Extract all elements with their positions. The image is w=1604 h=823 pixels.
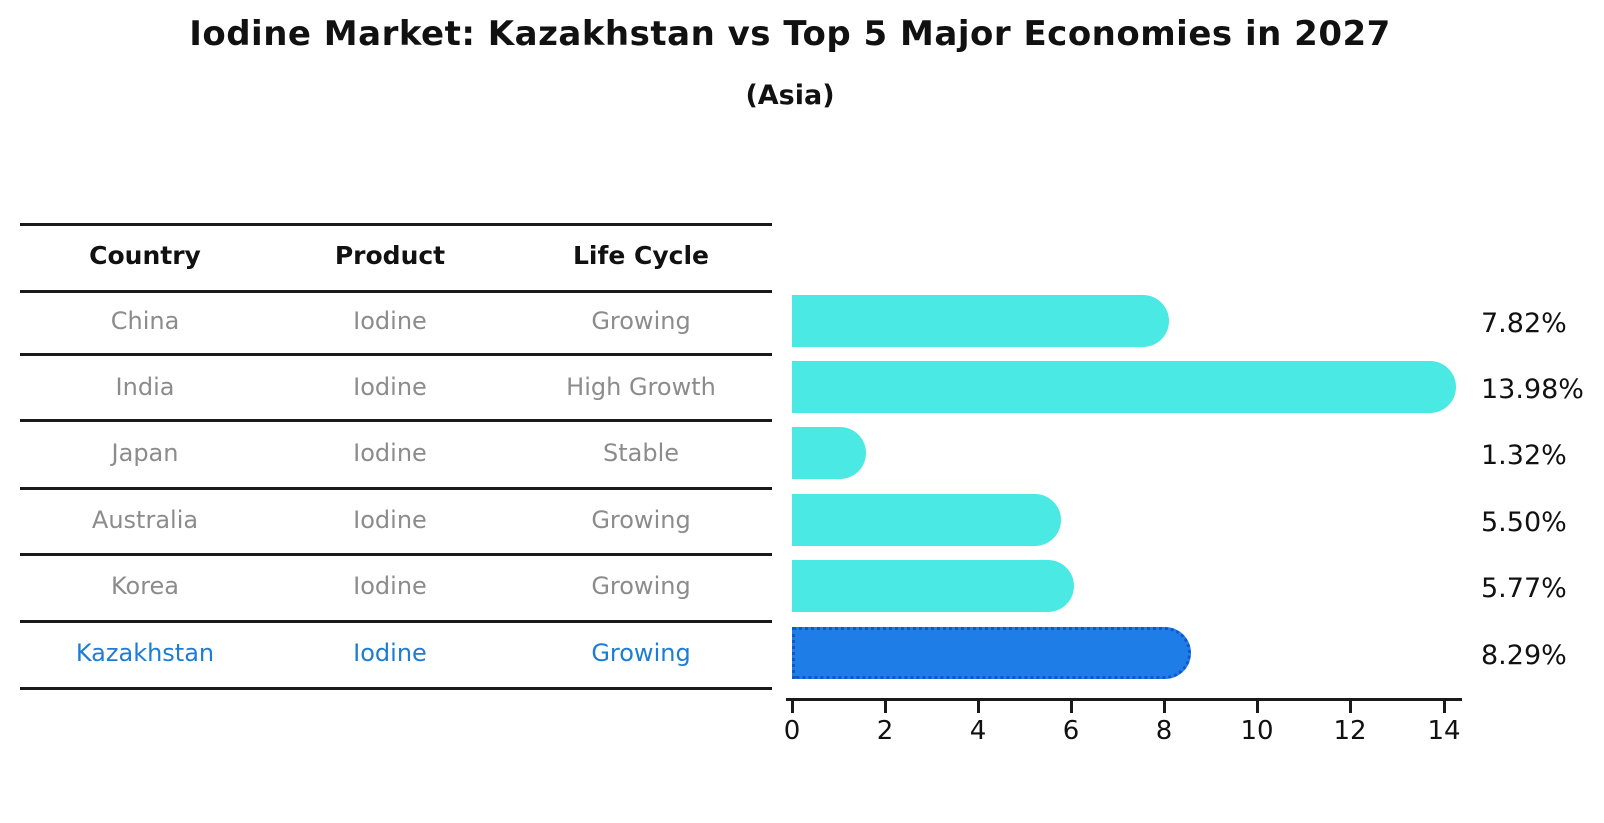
x-tick-mark bbox=[1070, 700, 1073, 713]
x-tick-mark bbox=[1443, 700, 1446, 713]
x-tick-mark bbox=[1256, 700, 1259, 713]
cell-country: India bbox=[115, 373, 175, 401]
cell-product: Iodine bbox=[353, 307, 427, 335]
x-tick-label: 4 bbox=[969, 716, 987, 746]
cell-life-cycle: Growing bbox=[591, 307, 691, 335]
bar-china bbox=[792, 295, 1170, 347]
value-label-kazakhstan: 8.29% bbox=[1481, 640, 1567, 671]
table-row-korea: Korea Iodine Growing bbox=[0, 569, 772, 603]
table-rule bbox=[20, 223, 772, 226]
x-tick-label: 12 bbox=[1333, 716, 1367, 746]
table-rule bbox=[20, 620, 772, 623]
table-rule bbox=[20, 687, 772, 690]
value-label-china: 7.82% bbox=[1481, 308, 1567, 339]
table-rule bbox=[20, 553, 772, 556]
cell-life-cycle: Stable bbox=[602, 439, 680, 467]
cell-country: China bbox=[110, 307, 180, 335]
x-tick-label: 10 bbox=[1240, 716, 1274, 746]
table-rule bbox=[20, 419, 772, 422]
bar-india bbox=[792, 361, 1457, 413]
cell-product: Iodine bbox=[353, 572, 427, 600]
value-label-australia: 5.50% bbox=[1481, 507, 1567, 538]
cell-product: Iodine bbox=[353, 439, 427, 467]
table-row-australia: Australia Iodine Growing bbox=[0, 503, 772, 537]
x-tick-label: 2 bbox=[876, 716, 894, 746]
bar-kazakhstan-highlighted bbox=[792, 627, 1192, 679]
table-row-kazakhstan: Kazakhstan Iodine Growing bbox=[0, 636, 772, 670]
table-row-china: China Iodine Growing bbox=[0, 304, 772, 338]
cell-product: Iodine bbox=[353, 639, 427, 667]
x-tick-mark bbox=[884, 700, 887, 713]
cell-life-cycle: Growing bbox=[591, 639, 691, 667]
bar-japan bbox=[792, 427, 867, 479]
x-tick-mark bbox=[1349, 700, 1352, 713]
x-tick-label: 0 bbox=[783, 716, 801, 746]
table-row-japan: Japan Iodine Stable bbox=[0, 436, 772, 470]
cell-country: Korea bbox=[110, 572, 180, 600]
table-rule bbox=[20, 290, 772, 293]
cell-country: Australia bbox=[91, 506, 199, 534]
chart-title: Iodine Market: Kazakhstan vs Top 5 Major… bbox=[189, 14, 1391, 54]
column-header-life-cycle: Life Cycle bbox=[572, 241, 710, 270]
cell-product: Iodine bbox=[353, 373, 427, 401]
column-header-product: Product bbox=[334, 241, 446, 270]
x-tick-mark bbox=[977, 700, 980, 713]
cell-country: Japan bbox=[111, 439, 179, 467]
table-rule bbox=[20, 353, 772, 356]
x-tick-label: 14 bbox=[1427, 716, 1461, 746]
bar-australia bbox=[792, 494, 1062, 546]
bar-korea bbox=[792, 560, 1074, 612]
cell-country: Kazakhstan bbox=[75, 639, 215, 667]
cell-life-cycle: Growing bbox=[591, 506, 691, 534]
cell-life-cycle: High Growth bbox=[566, 373, 716, 401]
cell-life-cycle: Growing bbox=[591, 572, 691, 600]
x-tick-label: 6 bbox=[1062, 716, 1080, 746]
x-axis-line bbox=[786, 698, 1462, 701]
value-label-japan: 1.32% bbox=[1481, 440, 1567, 471]
x-tick-label: 8 bbox=[1155, 716, 1173, 746]
cell-product: Iodine bbox=[353, 506, 427, 534]
table-rule bbox=[20, 487, 772, 490]
table-row-india: India Iodine High Growth bbox=[0, 370, 772, 404]
value-label-india: 13.98% bbox=[1481, 374, 1584, 405]
chart-subtitle: (Asia) bbox=[745, 80, 835, 111]
x-tick-mark bbox=[791, 700, 794, 713]
column-header-country: Country bbox=[89, 241, 201, 270]
table-header-row: Country Product Life Cycle bbox=[0, 239, 772, 273]
value-label-korea: 5.77% bbox=[1481, 573, 1567, 604]
x-tick-mark bbox=[1163, 700, 1166, 713]
